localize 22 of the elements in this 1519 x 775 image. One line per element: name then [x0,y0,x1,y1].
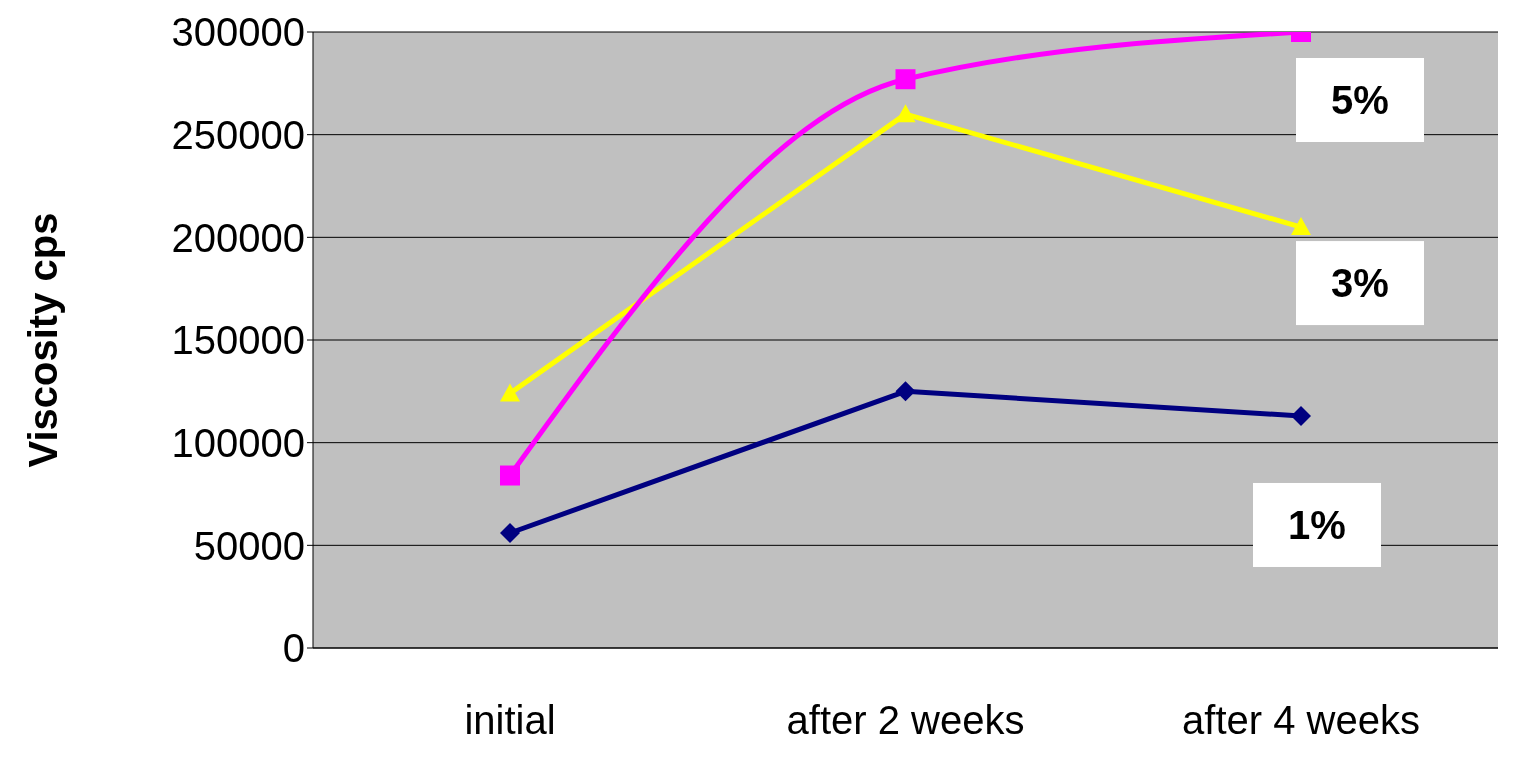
x-tick-label: after 2 weeks [786,698,1025,743]
x-tick-label: after 4 weeks [1182,698,1420,743]
y-tick-label: 200000 [171,215,305,260]
point [895,69,916,90]
y-tick-label: 300000 [171,10,305,55]
y-tick-label: 0 [282,626,305,671]
point [500,523,520,544]
x-tick-label: initial [464,698,556,743]
y-tick-label: 250000 [171,112,305,157]
series-label: 5% [1331,78,1389,122]
point [500,465,520,486]
y-tick-label: 150000 [171,318,305,363]
series-label: 1% [1288,502,1346,547]
point [1291,217,1311,236]
y-tick-label: 100000 [171,420,305,465]
point [895,104,916,123]
series-label: 3% [1331,261,1389,306]
point [895,381,916,402]
y-tick-label: 50000 [193,523,305,568]
point [500,383,520,402]
y-axis-title: Viscosity cps [21,212,66,468]
point [1291,405,1311,426]
